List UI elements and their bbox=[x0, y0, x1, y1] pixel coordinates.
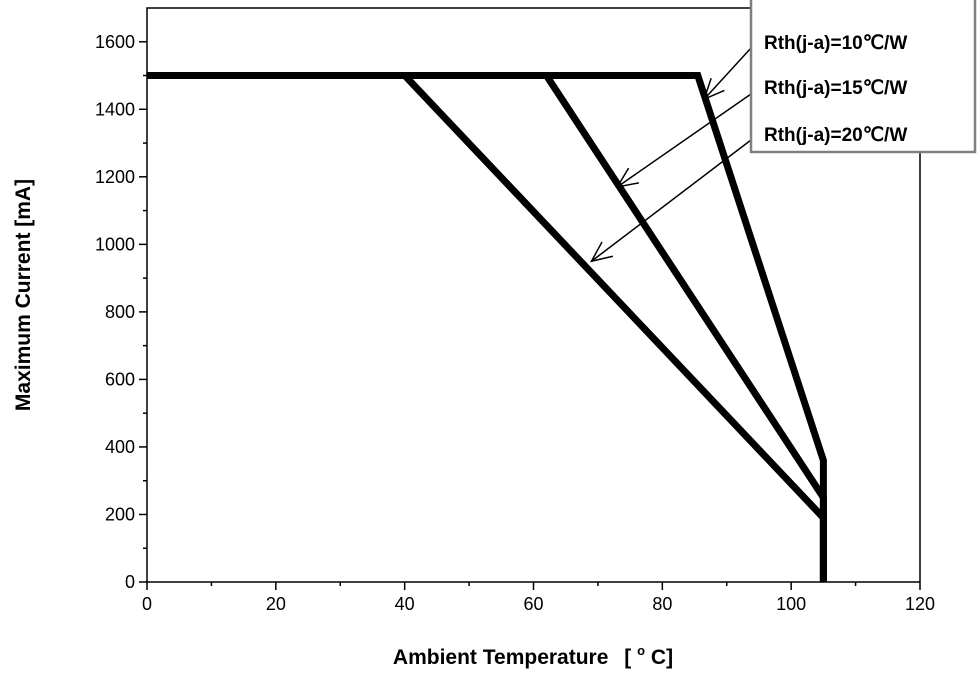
legend-label-10cw: Rth(j-a)=10℃/W bbox=[764, 33, 907, 54]
y-tick-label: 1200 bbox=[95, 167, 135, 187]
y-axis-title: Maximum Current [mA] bbox=[12, 179, 35, 411]
tick-labels: 0 20 40 60 80 100 1200200400600800100012001400… bbox=[95, 32, 935, 614]
y-tick-label: 200 bbox=[105, 504, 135, 524]
legend-label-20cw: Rth(j-a)=20℃/W bbox=[764, 125, 907, 146]
x-axis-title: Ambient Temperature [ o C] bbox=[393, 637, 673, 669]
series-line-20cw bbox=[147, 72, 827, 582]
x-axis-title-main: Ambient Temperature bbox=[393, 646, 609, 669]
x-tick-label: 80 bbox=[652, 594, 672, 614]
y-tick-label: 600 bbox=[105, 369, 135, 389]
y-tick-label: 800 bbox=[105, 302, 135, 322]
x-tick-label: 0 bbox=[142, 594, 152, 614]
annotation-arrow-line bbox=[616, 93, 752, 188]
x-tick-label: 20 bbox=[266, 594, 286, 614]
annotation-arrows bbox=[590, 47, 752, 263]
y-tick-label: 1400 bbox=[95, 99, 135, 119]
annotation-arrow-line bbox=[703, 47, 752, 100]
y-tick-label: 0 bbox=[125, 572, 135, 592]
legend-label-15cw: Rth(j-a)=15℃/W bbox=[764, 78, 907, 99]
x-tick-label: 60 bbox=[523, 594, 543, 614]
annotation-arrow-head bbox=[702, 78, 725, 101]
series-group bbox=[147, 72, 827, 582]
y-tick-label: 400 bbox=[105, 437, 135, 457]
x-tick-label: 100 bbox=[776, 594, 806, 614]
legend: Rth(j-a)=10℃/W Rth(j-a)=15℃/W Rth(j-a)=2… bbox=[749, 0, 977, 154]
x-tick-label: 40 bbox=[395, 594, 415, 614]
plot-frame bbox=[146, 7, 921, 583]
x-axis-unit-suffix: C] bbox=[651, 646, 673, 669]
y-tick-label: 1600 bbox=[95, 32, 135, 52]
series-line-10cw bbox=[147, 72, 827, 582]
x-axis-unit-prefix: [ bbox=[624, 646, 631, 669]
annotation-arrow-head bbox=[615, 167, 639, 189]
legend-box bbox=[749, 0, 977, 154]
annotation-arrow-head bbox=[590, 241, 614, 263]
x-tick-label: 120 bbox=[905, 594, 935, 614]
x-axis-unit-degree: o bbox=[637, 643, 645, 658]
y-tick-label: 1000 bbox=[95, 234, 135, 254]
annotation-arrow-line bbox=[591, 139, 752, 262]
